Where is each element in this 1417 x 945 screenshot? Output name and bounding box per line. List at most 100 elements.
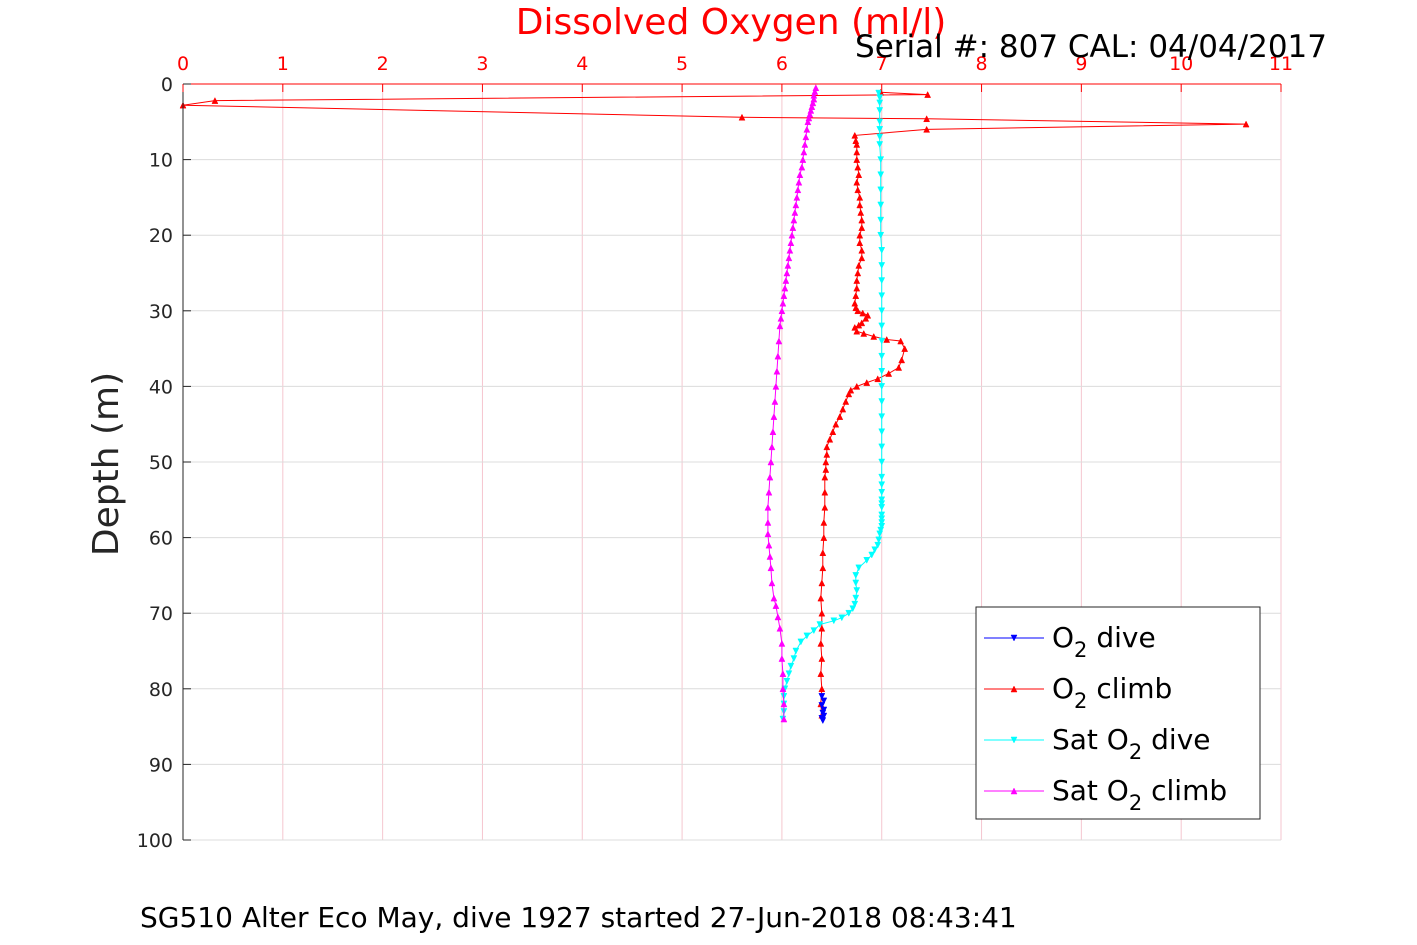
data-point: [877, 231, 885, 239]
data-point: [876, 141, 884, 149]
legend-label-base: Sat O: [1052, 774, 1129, 807]
data-point: [806, 110, 814, 118]
data-point: [769, 428, 777, 436]
data-point: [797, 638, 805, 646]
data-point: [823, 443, 831, 451]
data-point: [878, 511, 886, 519]
data-point: [820, 534, 828, 541]
y-tick-label: 60: [149, 528, 173, 550]
data-point: [877, 171, 885, 179]
data-point: [811, 88, 819, 95]
data-point: [854, 163, 862, 171]
data-point: [858, 224, 866, 231]
x-tick-label: 2: [377, 53, 389, 75]
data-point: [818, 693, 826, 700]
data-point: [817, 639, 825, 647]
data-point: [924, 91, 932, 98]
y-tick-label: 90: [149, 754, 173, 776]
data-point: [838, 614, 846, 622]
data-point: [818, 702, 826, 709]
data-point: [851, 600, 859, 608]
data-point: [830, 617, 838, 625]
legend-label-subscript: 2: [1074, 638, 1087, 662]
data-point: [853, 382, 861, 390]
data-point: [863, 557, 871, 564]
data-point: [821, 488, 829, 496]
series-o2-climb: [179, 88, 1250, 719]
data-point: [871, 546, 879, 554]
data-point: [856, 201, 864, 209]
data-point: [832, 420, 840, 428]
data-point: [787, 662, 795, 670]
data-point: [853, 587, 861, 595]
data-point: [211, 97, 219, 104]
data-point: [845, 609, 853, 617]
data-point: [810, 91, 818, 99]
data-point: [877, 186, 885, 194]
data-point: [807, 106, 815, 114]
data-point: [878, 481, 886, 489]
data-point: [818, 655, 826, 662]
data-point: [820, 518, 828, 526]
axes: 0 1 2 3 4 5 6 7 8 9 10 11 0 10 20 30 40 50 60 70 80 90 100: [137, 53, 1293, 852]
data-point: [767, 458, 775, 466]
data-point: [819, 564, 827, 572]
data-point: [775, 337, 783, 345]
data-point: [764, 518, 772, 526]
data-point: [778, 639, 786, 647]
y-tick-label: 0: [161, 74, 173, 96]
data-point: [818, 624, 826, 632]
data-point: [800, 148, 808, 156]
legend-label: Sat O2 climb: [1052, 774, 1227, 815]
legend-entry: Sat O2 climb: [984, 774, 1227, 815]
data-point: [876, 530, 884, 538]
legend-marker: [1010, 736, 1018, 744]
data-point: [858, 319, 866, 327]
data-point: [777, 314, 785, 322]
data-point: [765, 488, 773, 496]
data-point: [901, 345, 909, 352]
data-point: [853, 178, 861, 186]
data-point: [863, 379, 871, 386]
data-point: [878, 488, 886, 496]
data-point: [878, 428, 886, 436]
data-point: [878, 523, 886, 530]
data-point: [853, 277, 861, 284]
data-point: [877, 201, 885, 209]
data-point: [878, 292, 886, 300]
data-point: [852, 572, 860, 579]
data-point: [774, 613, 782, 621]
data-point: [842, 397, 850, 405]
legend-label-subscript: 2: [1129, 740, 1142, 764]
data-point: [823, 450, 831, 458]
data-point: [860, 329, 868, 337]
chart-title: Dissolved Oxygen (ml/l): [516, 2, 947, 43]
legend-marker: [1010, 634, 1018, 642]
data-point: [810, 627, 818, 635]
data-point: [803, 632, 811, 640]
data-point: [923, 115, 931, 123]
data-point: [779, 685, 787, 693]
data-point: [878, 247, 886, 254]
legend-label: O2 climb: [1052, 672, 1172, 713]
data-point: [878, 262, 886, 269]
data-point: [790, 655, 798, 663]
data-point: [864, 311, 872, 319]
data-point: [878, 322, 886, 330]
legend-label-base: O: [1052, 621, 1074, 654]
data-point: [818, 685, 826, 693]
data-point: [868, 551, 876, 559]
data-point: [878, 504, 886, 511]
y-tick-label: 20: [149, 225, 173, 247]
data-point: [878, 277, 886, 285]
data-point: [878, 515, 886, 523]
data-point: [898, 356, 906, 364]
data-point: [876, 118, 884, 126]
data-point: [856, 193, 864, 201]
data-point: [849, 605, 857, 613]
data-point: [876, 133, 884, 141]
data-point: [770, 594, 778, 602]
data-point: [845, 390, 853, 398]
